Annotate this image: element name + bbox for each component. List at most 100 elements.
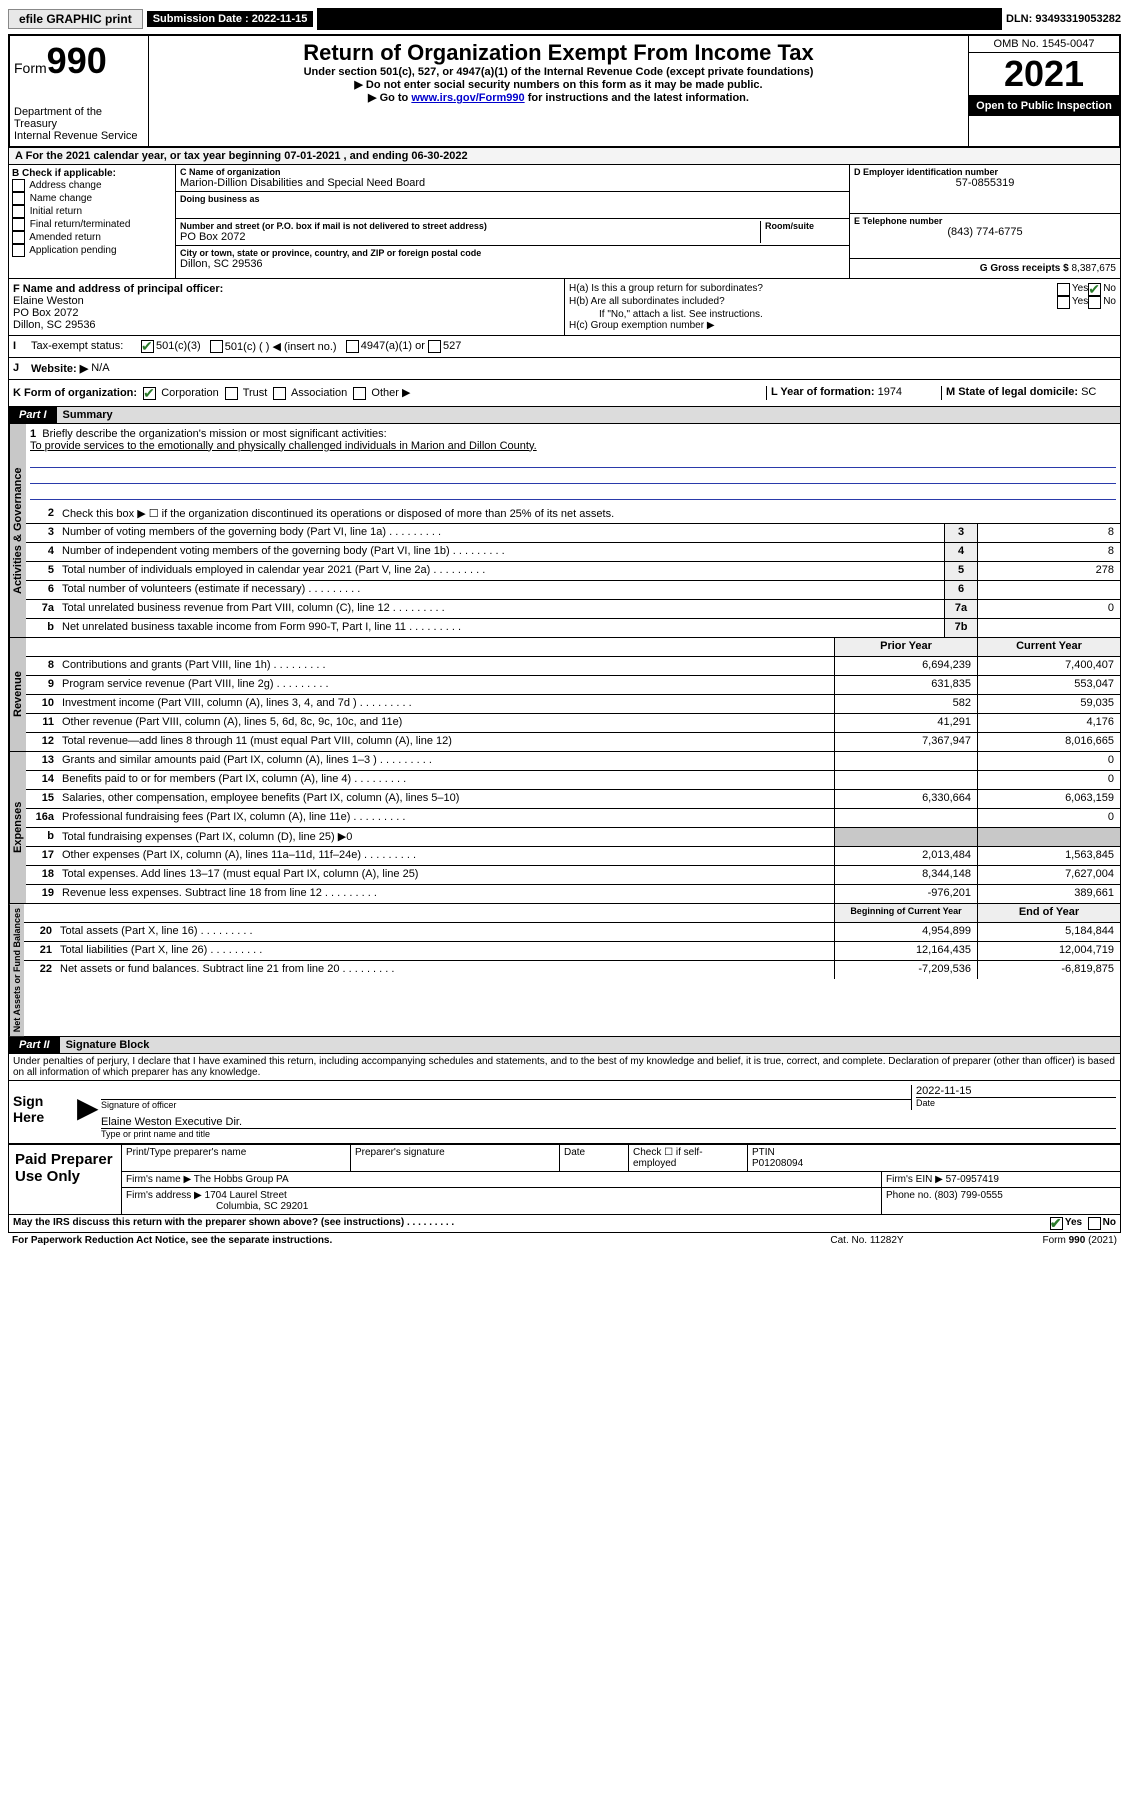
- efile-print-button[interactable]: efile GRAPHIC print: [8, 9, 143, 29]
- chk-assoc[interactable]: [273, 387, 286, 400]
- main-title: Return of Organization Exempt From Incom…: [153, 40, 964, 66]
- section-na-label: Net Assets or Fund Balances: [9, 904, 24, 1036]
- revenue: Revenue Prior YearCurrent Year 8Contribu…: [8, 638, 1121, 752]
- dept-treasury: Department of the Treasury: [14, 106, 144, 130]
- chk-ha-no[interactable]: [1088, 283, 1101, 296]
- part1-label: Part I: [9, 407, 57, 423]
- chk-501c3[interactable]: [141, 340, 154, 353]
- row-A: A For the 2021 calendar year, or tax yea…: [8, 148, 1121, 165]
- col-curr: Current Year: [977, 638, 1120, 656]
- sign-arrow-icon: ▶: [77, 1081, 97, 1143]
- e-label: E Telephone number: [854, 216, 1116, 226]
- col-F: F Name and address of principal officer:…: [9, 279, 565, 335]
- col-prior: Prior Year: [834, 638, 977, 656]
- chk-other[interactable]: [353, 387, 366, 400]
- website: N/A: [91, 362, 109, 375]
- year-formation: 1974: [878, 386, 902, 398]
- chk-hb-yes[interactable]: [1057, 296, 1070, 309]
- chk-discuss-yes[interactable]: [1050, 1217, 1063, 1230]
- paid-preparer-label: Paid Preparer Use Only: [9, 1145, 122, 1214]
- chk-4947[interactable]: [346, 340, 359, 353]
- dba-label: Doing business as: [180, 194, 845, 204]
- cat-no: Cat. No. 11282Y: [767, 1235, 967, 1246]
- part2-title: Signature Block: [60, 1037, 1120, 1053]
- ptin: P01208094: [752, 1158, 803, 1169]
- chk-discuss-no[interactable]: [1088, 1217, 1101, 1230]
- col-boy: Beginning of Current Year: [834, 904, 977, 922]
- firm-name: The Hobbs Group PA: [194, 1174, 289, 1185]
- officer-addr2: Dillon, SC 29536: [13, 319, 560, 331]
- section-rev-label: Revenue: [9, 638, 26, 751]
- chk-amended[interactable]: [12, 231, 25, 244]
- part2-label: Part II: [9, 1037, 60, 1053]
- row-I: I Tax-exempt status: 501(c)(3) 501(c) ( …: [8, 336, 1121, 358]
- part1-title: Summary: [57, 407, 1120, 423]
- discuss-row: May the IRS discuss this return with the…: [8, 1215, 1121, 1233]
- chk-527[interactable]: [428, 340, 441, 353]
- form-header: Form990 Department of the Treasury Inter…: [8, 34, 1121, 148]
- prep-phone: (803) 799-0555: [934, 1190, 1002, 1201]
- v4: 8: [977, 543, 1120, 561]
- dln: DLN: 93493319053282: [1006, 13, 1121, 25]
- v3: 8: [977, 524, 1120, 542]
- subtitle-3: ▶ Go to www.irs.gov/Form990 for instruct…: [153, 91, 964, 104]
- subtitle-1: Under section 501(c), 527, or 4947(a)(1)…: [153, 66, 964, 78]
- city-label: City or town, state or province, country…: [180, 248, 845, 258]
- declaration: Under penalties of perjury, I declare th…: [8, 1054, 1121, 1081]
- c-name-label: C Name of organization: [180, 167, 845, 177]
- mission: To provide services to the emotionally a…: [30, 440, 537, 452]
- col-B: B Check if applicable: Address change Na…: [9, 165, 176, 278]
- col-C: C Name of organization Marion-Dillion Di…: [176, 165, 850, 278]
- chk-app-pending[interactable]: [12, 244, 25, 257]
- expenses: Expenses 13Grants and similar amounts pa…: [8, 752, 1121, 904]
- col-eoy: End of Year: [977, 904, 1120, 922]
- form-footer: Form 990 (2021): [967, 1235, 1117, 1246]
- section-ag-label: Activities & Governance: [9, 424, 26, 637]
- city: Dillon, SC 29536: [180, 258, 845, 270]
- v5: 278: [977, 562, 1120, 580]
- col-DEG: D Employer identification number 57-0855…: [850, 165, 1120, 278]
- officer-addr1: PO Box 2072: [13, 307, 560, 319]
- footer: For Paperwork Reduction Act Notice, see …: [8, 1233, 1121, 1248]
- section-exp-label: Expenses: [9, 752, 26, 903]
- part2-header-bar: Part II Signature Block: [8, 1037, 1121, 1054]
- chk-final-return[interactable]: [12, 218, 25, 231]
- street: PO Box 2072: [180, 231, 760, 243]
- officer-name: Elaine Weston: [13, 295, 560, 307]
- submission-date: Submission Date : 2022-11-15: [147, 11, 314, 27]
- form-title-cell: Return of Organization Exempt From Incom…: [149, 36, 969, 146]
- form990-link[interactable]: www.irs.gov/Form990: [411, 92, 524, 104]
- row-KLM: K Form of organization: Corporation Trus…: [8, 380, 1121, 407]
- paid-preparer-block: Paid Preparer Use Only Print/Type prepar…: [8, 1145, 1121, 1215]
- chk-501c[interactable]: [210, 340, 223, 353]
- chk-initial-return[interactable]: [12, 205, 25, 218]
- chk-name-change[interactable]: [12, 192, 25, 205]
- chk-hb-no[interactable]: [1088, 296, 1101, 309]
- officer-name-title: Elaine Weston Executive Dir.: [101, 1116, 242, 1128]
- row-J: J Website: ▶ N/A: [8, 358, 1121, 380]
- row-FH: F Name and address of principal officer:…: [8, 279, 1121, 336]
- v6: [977, 581, 1120, 599]
- sign-here-label: Sign Here: [9, 1081, 77, 1143]
- chk-address-change[interactable]: [12, 179, 25, 192]
- chk-ha-yes[interactable]: [1057, 283, 1070, 296]
- form-right-cell: OMB No. 1545-0047 2021 Open to Public In…: [969, 36, 1119, 146]
- b-label: B Check if applicable:: [12, 168, 172, 179]
- d-label: D Employer identification number: [854, 167, 1116, 177]
- street-label: Number and street (or P.O. box if mail i…: [180, 221, 760, 231]
- g-label: G Gross receipts $: [980, 263, 1069, 274]
- v7a: 0: [977, 600, 1120, 618]
- subtitle-2: ▶ Do not enter social security numbers o…: [153, 78, 964, 91]
- paperwork-notice: For Paperwork Reduction Act Notice, see …: [12, 1235, 767, 1246]
- firm-ein: 57-0957419: [946, 1174, 999, 1185]
- irs-label: Internal Revenue Service: [14, 130, 144, 142]
- org-name: Marion-Dillion Disabilities and Special …: [180, 177, 845, 189]
- tax-year: 2021: [969, 53, 1119, 96]
- chk-trust[interactable]: [225, 387, 238, 400]
- firm-city: Columbia, SC 29201: [126, 1201, 308, 1212]
- chk-corp[interactable]: [143, 387, 156, 400]
- block-BCDEG: B Check if applicable: Address change Na…: [8, 165, 1121, 279]
- form-id-cell: Form990 Department of the Treasury Inter…: [10, 36, 149, 146]
- top-bar: efile GRAPHIC print Submission Date : 20…: [8, 8, 1121, 30]
- room-label: Room/suite: [765, 221, 845, 231]
